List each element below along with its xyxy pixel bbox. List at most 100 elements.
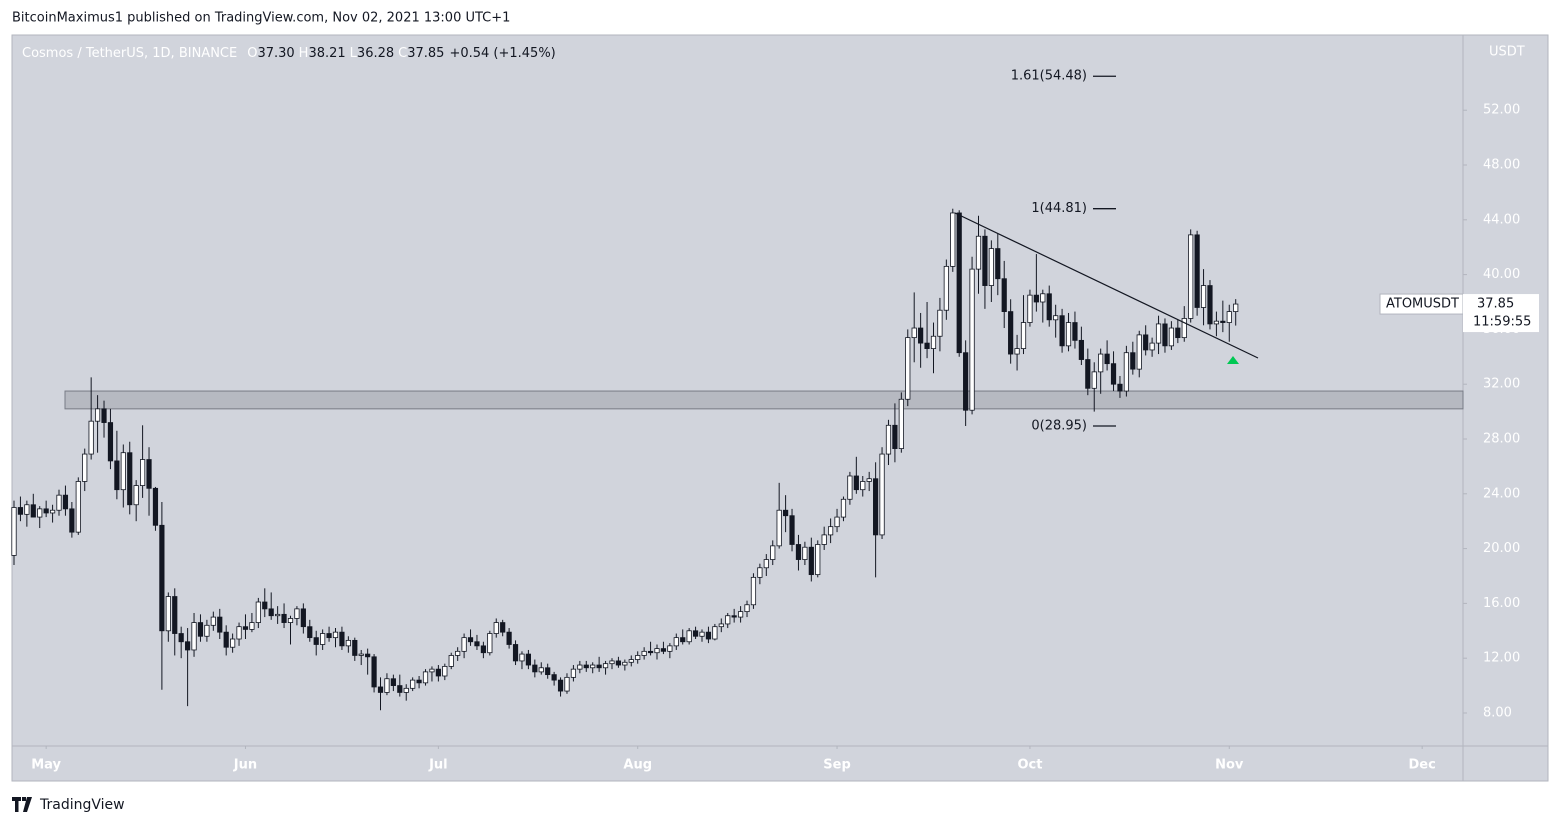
candle-body [191,622,197,651]
candle-body [30,504,36,518]
candle-body [461,637,467,652]
candle-body [262,601,268,610]
candle-body [1143,334,1149,351]
candle-body [963,352,969,411]
candle-body [165,596,171,632]
x-tick-label: Sep [823,758,851,773]
candle-body [795,544,802,560]
axis-unit: USDT [1489,45,1525,60]
candle-body [1053,315,1059,321]
candle-body [1040,293,1046,303]
legend-value: 36.28 [357,46,394,61]
candle-body [873,478,879,536]
candle-body [94,408,101,422]
candle-body [673,637,679,647]
candle-body [596,664,602,669]
candle-body [1162,323,1168,347]
candle-body [545,667,551,676]
candle-body [172,596,178,634]
header: BitcoinMaximus1 published on TradingView… [12,11,510,26]
x-tick-label: Nov [1215,758,1244,773]
candle-body [815,544,821,576]
candle-body [519,653,525,662]
candle-body [506,631,512,645]
candle-body [82,453,88,482]
y-tick-label: 52.00 [1483,103,1520,118]
candle-body [853,475,859,491]
candle-body [808,546,814,576]
candle-body [1001,278,1007,312]
legend-value: 38.21 [308,46,345,61]
candle-body [1091,371,1097,389]
candle-body [879,453,885,536]
candle-body [570,668,577,678]
candle-body [1065,322,1072,347]
y-tick-label: 8.00 [1483,705,1512,720]
candle-body [718,623,724,628]
candle-body [242,626,249,630]
candle-body [43,508,49,514]
candle-body [133,485,139,506]
candle-body [667,645,673,652]
fib-label: 1.61(54.48) [1011,69,1087,84]
footer: TradingView [39,797,125,813]
candle-body [590,664,596,669]
candle-body [737,611,744,618]
candle-body [287,618,294,623]
candle-body [1207,285,1213,325]
candle-body [435,668,441,677]
candle-body [712,626,718,640]
candle-body [24,504,30,515]
candle-body [255,601,261,623]
candle-body [313,637,319,645]
candle-body [988,248,994,286]
candle-body [1130,352,1136,370]
candle-body [532,664,538,673]
candle-body [680,637,686,643]
candle-body [474,641,480,647]
candle-body [197,622,204,637]
candle-body [866,478,872,482]
candle-body [975,235,982,270]
candle-body [660,648,667,652]
legend-key: O [247,46,257,61]
candle-body [686,630,692,643]
candle-body [557,679,564,692]
candle-body [731,615,737,618]
candle-body [448,655,454,667]
candle-body [377,686,384,693]
candle-body [345,639,351,647]
candle-body [1188,234,1194,319]
candle-body [101,408,107,423]
y-tick-label: 40.00 [1483,267,1520,282]
candle-body [1220,320,1226,323]
candle-body [114,460,120,491]
candle-body [107,422,114,462]
candle-body [320,633,326,645]
candle-body [1072,322,1078,341]
candle-body [705,631,712,640]
candle-body [294,608,300,619]
candle-body [924,342,930,349]
candle-body [744,604,750,613]
y-tick-label: 32.00 [1483,377,1520,392]
x-tick-label: Aug [623,758,652,773]
candle-body [956,212,962,354]
candle-body [1020,322,1027,349]
candle-body [422,671,429,684]
x-tick-label: May [31,758,61,773]
candle-body [622,661,628,666]
candle-body [577,664,583,670]
legend-key: L [350,46,358,61]
candle-body [885,424,892,455]
candle-body [1085,359,1091,389]
candle-body [609,660,615,665]
candle-body [217,616,223,633]
candle-body [300,608,306,628]
candle-body [442,666,448,677]
candle-body [204,624,210,637]
legend-change: +0.54 (+1.45%) [449,46,555,61]
x-tick-label: Jun [233,758,257,773]
candle-body [127,452,133,506]
candle-body [1027,294,1033,323]
